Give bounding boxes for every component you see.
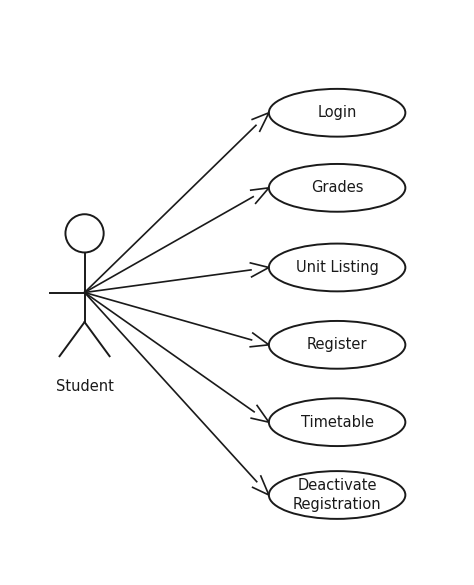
Ellipse shape	[269, 321, 405, 369]
Text: Student: Student	[55, 379, 113, 394]
Text: Unit Listing: Unit Listing	[296, 260, 379, 275]
Ellipse shape	[269, 89, 405, 137]
Ellipse shape	[269, 243, 405, 291]
Text: Login: Login	[318, 105, 357, 121]
Ellipse shape	[269, 398, 405, 446]
Ellipse shape	[269, 471, 405, 519]
Text: Timetable: Timetable	[301, 415, 374, 430]
Text: Grades: Grades	[311, 180, 364, 195]
Text: Deactivate
Registration: Deactivate Registration	[293, 478, 382, 512]
Text: Register: Register	[307, 338, 367, 352]
Ellipse shape	[269, 164, 405, 212]
Circle shape	[65, 214, 104, 253]
